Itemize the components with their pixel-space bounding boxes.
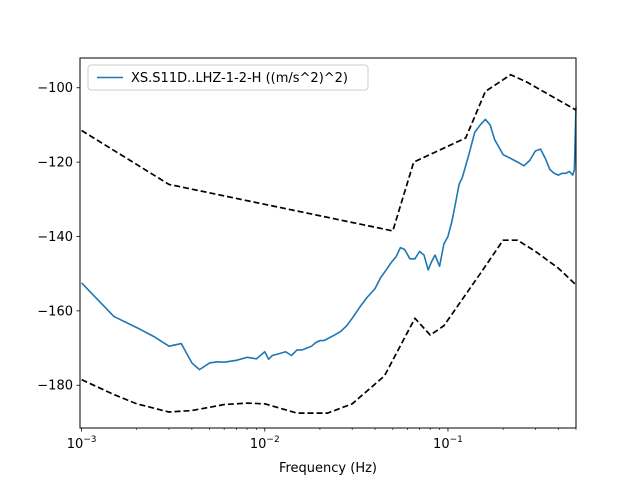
psd-series-line bbox=[81, 106, 577, 371]
y-axis: −100 −120 −140 −160 −180 bbox=[37, 81, 80, 394]
y-tick-label: −100 bbox=[37, 81, 73, 96]
legend: XS.S11D..LHZ-1-2-H ((m/s^2)^2) bbox=[87, 64, 369, 91]
x-tick-label: 10−1 bbox=[433, 435, 463, 452]
y-tick-label: −180 bbox=[37, 379, 73, 394]
noise-model-dashed-line-1 bbox=[81, 73, 577, 232]
legend-box bbox=[87, 64, 369, 91]
x-axis-label: Frequency (Hz) bbox=[279, 461, 377, 476]
plot-frame bbox=[79, 57, 577, 429]
x-tick-label: 10−2 bbox=[250, 435, 280, 452]
x-axis: 10−3 10−2 10−1 bbox=[67, 428, 577, 452]
y-tick-label: −140 bbox=[37, 230, 73, 245]
y-tick-label: −120 bbox=[37, 156, 73, 171]
plot-background bbox=[80, 58, 576, 428]
noise-model-dashed-line-2 bbox=[81, 239, 577, 414]
legend-label: XS.S11D..LHZ-1-2-H ((m/s^2)^2) bbox=[131, 71, 348, 86]
x-tick-label: 10−3 bbox=[67, 435, 97, 452]
series-layer bbox=[81, 73, 577, 414]
y-tick-label: −160 bbox=[37, 304, 73, 319]
